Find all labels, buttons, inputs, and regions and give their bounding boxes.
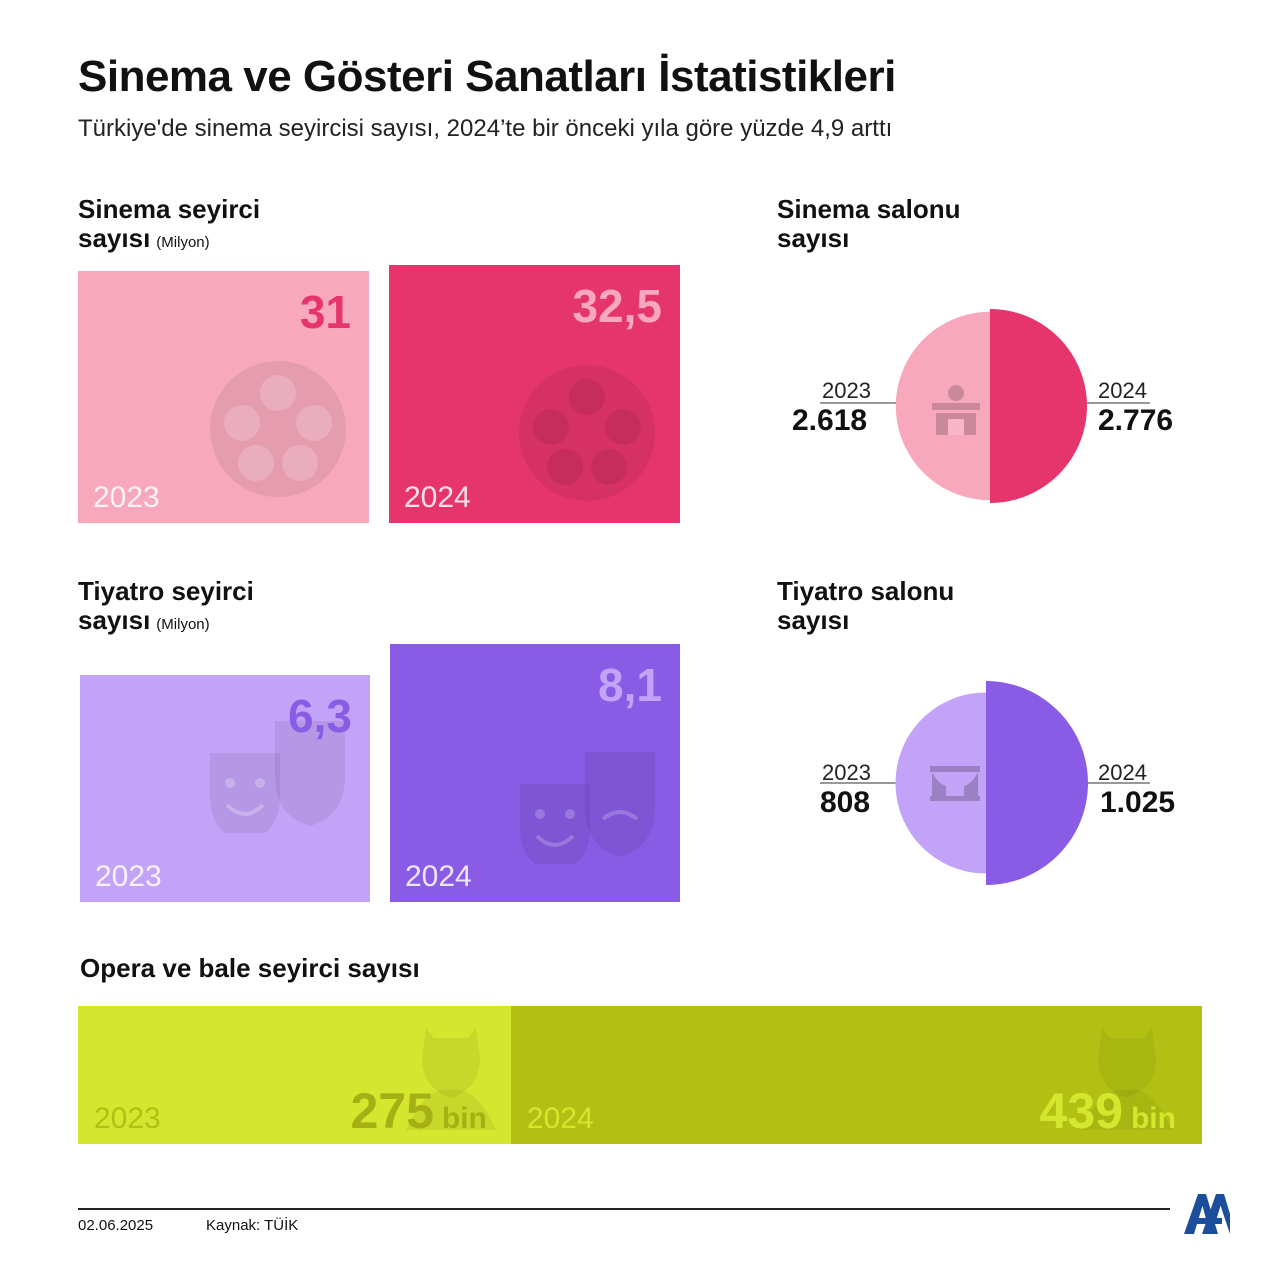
- opera-ballet-unit-2023: bin: [441, 1102, 487, 1135]
- cinema-audience-title: Sinema seyirci sayısı (Milyon): [78, 195, 260, 257]
- cinema-halls-value-2024: 2.776: [1098, 404, 1174, 437]
- cinema-halls-value-2023: 2.618: [792, 404, 868, 437]
- theatre-halls-title: Tiyatro salonu sayısı: [777, 577, 954, 635]
- stage-curtain-icon: [930, 766, 980, 801]
- cinema-halls-slice-2024: [990, 309, 1087, 503]
- cinema-halls-title-line2: sayısı: [777, 223, 850, 253]
- opera-ballet-bar: 275 bin 2023 439 bin 2024: [78, 1006, 1202, 1144]
- page-subtitle: Türkiye'de sinema seyircisi sayısı, 2024…: [78, 115, 893, 142]
- theatre-audience-value-2023: 6,3: [288, 689, 352, 742]
- theatre-halls-value-2023: 808: [820, 786, 871, 819]
- theatre-audience-title-line2: sayısı: [78, 605, 151, 635]
- opera-ballet-year-2023: 2023: [94, 1102, 161, 1135]
- theatre-audience-value-2024: 8,1: [598, 659, 662, 711]
- theatre-audience-year-2024: 2024: [405, 860, 472, 893]
- theater-masks-icon: [520, 752, 655, 864]
- theatre-halls-value-2024: 1.025: [1100, 786, 1176, 819]
- opera-ballet-number-2023: 275: [350, 1083, 434, 1139]
- theatre-halls-title-line2: sayısı: [777, 605, 850, 635]
- ballet-dancer-icon: [405, 1028, 496, 1130]
- film-reel-icon: [210, 361, 346, 497]
- cinema-audience-title-line1: Sinema seyirci: [78, 194, 261, 224]
- opera-ballet-number-2024: 439: [1039, 1083, 1123, 1139]
- film-reel-icon: [519, 365, 655, 501]
- theatre-audience-year-2023: 2023: [95, 860, 162, 893]
- theatre-halls-slice-2023: [895, 692, 986, 874]
- theater-masks-icon: [210, 720, 345, 833]
- ballet-dancer-icon: [1081, 1028, 1172, 1130]
- cinema-audience-year-2023: 2023: [93, 481, 160, 514]
- theatre-audience-bar-2024: 8,1 2024: [390, 644, 680, 902]
- cinema-audience-bar-2024: 32,5 2024: [389, 265, 680, 523]
- opera-ballet-value-2024: 439 bin: [1040, 1082, 1176, 1140]
- opera-ballet-unit-2024: bin: [1130, 1102, 1176, 1135]
- opera-ballet-segment-2024: 439 bin 2024: [510, 1006, 1202, 1144]
- cinema-halls-year-2023: 2023: [822, 378, 871, 403]
- cinema-building-icon: [932, 385, 980, 435]
- theatre-halls-year-2023: 2023: [822, 760, 871, 785]
- cinema-audience-year-2024: 2024: [404, 481, 471, 514]
- cinema-audience-title-line2: sayısı: [78, 223, 151, 253]
- page-title: Sinema ve Gösteri Sanatları İstatistikle…: [78, 52, 896, 101]
- theatre-audience-title-line1: Tiyatro seyirci: [78, 576, 254, 606]
- opera-ballet-title: Opera ve bale seyirci sayısı: [80, 953, 420, 983]
- footer-source: Kaynak: TÜİK: [206, 1217, 299, 1234]
- theatre-audience-bar-2023: 6,3 2023: [80, 674, 370, 902]
- opera-ballet-value-2023: 275 bin: [350, 1082, 486, 1140]
- cinema-halls-year-2024: 2024: [1098, 378, 1147, 403]
- cinema-halls-title: Sinema salonu sayısı: [777, 195, 961, 253]
- cinema-audience-bar-2023: 31 2023: [78, 271, 369, 523]
- theatre-halls-slice-2024: [986, 681, 1088, 885]
- theatre-halls-year-2024: 2024: [1098, 760, 1147, 785]
- cinema-audience-value-2024: 32,5: [572, 280, 662, 332]
- opera-ballet-segment-2023: 275 bin 2023: [78, 1006, 511, 1144]
- cinema-audience-unit: (Milyon): [156, 234, 210, 251]
- aa-logo-icon: [1184, 1194, 1230, 1234]
- cinema-halls-pie: [820, 309, 1150, 503]
- theatre-audience-unit: (Milyon): [156, 616, 210, 633]
- theatre-halls-title-line1: Tiyatro salonu: [777, 576, 955, 606]
- cinema-halls-slice-2023: [895, 311, 990, 501]
- footer-date: 02.06.2025: [78, 1217, 154, 1234]
- cinema-audience-value-2023: 31: [299, 286, 351, 338]
- footer-divider: [78, 1208, 1170, 1210]
- cinema-halls-title-line1: Sinema salonu: [777, 194, 961, 224]
- theatre-halls-pie: [820, 681, 1150, 885]
- theatre-audience-title: Tiyatro seyirci sayısı (Milyon): [78, 577, 254, 639]
- opera-ballet-year-2024: 2024: [526, 1102, 594, 1135]
